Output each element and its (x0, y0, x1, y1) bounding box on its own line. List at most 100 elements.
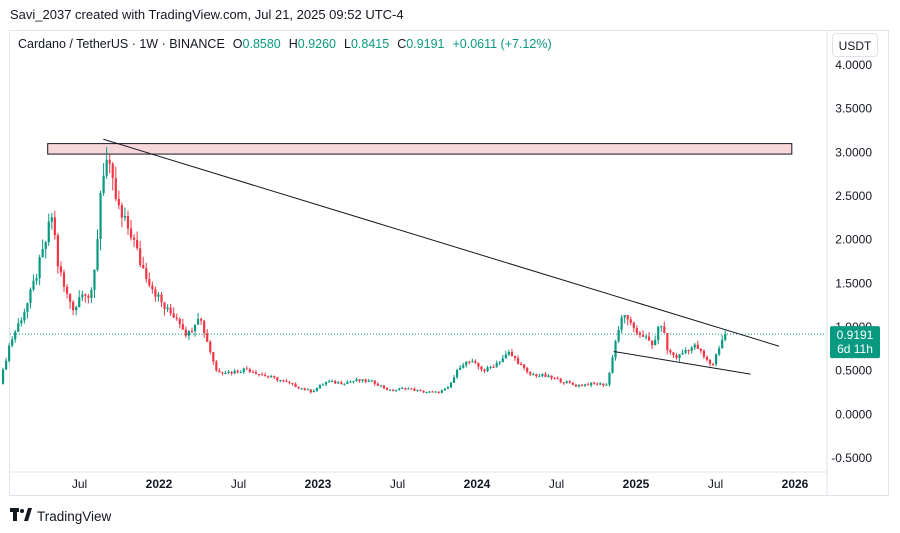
candle-body (175, 317, 178, 320)
x-tick-label: 2022 (146, 477, 173, 491)
candle-body (4, 360, 8, 370)
candle-body (699, 348, 702, 351)
candle-body (193, 324, 197, 331)
y-tick-label: 3.5000 (835, 102, 872, 116)
candle-body (349, 381, 352, 383)
candle-body (300, 388, 303, 390)
candle-body (714, 354, 718, 365)
candle-body (236, 370, 239, 373)
candle-body (230, 371, 233, 374)
candle-body (59, 266, 63, 273)
brand-label: TradingView (37, 508, 112, 524)
candle-body (309, 389, 312, 393)
tradingview-brand[interactable]: TradingView (10, 508, 111, 524)
candle-body (516, 357, 520, 364)
candle-body (425, 392, 428, 394)
candle-body (160, 294, 163, 303)
chart-frame (9, 30, 889, 496)
candle-body (644, 336, 648, 338)
candle-body (306, 389, 309, 391)
x-tick-label: Jul (708, 477, 723, 491)
candle-body (675, 355, 678, 359)
candle-body (78, 297, 81, 308)
candle-body (72, 301, 75, 311)
candle-body (129, 228, 133, 238)
candle-body (254, 372, 258, 375)
symbol-label: Cardano / TetherUS · 1W · BINANCE (18, 37, 225, 51)
candle-body (388, 389, 392, 391)
candle-body (523, 364, 526, 368)
candle-body (443, 388, 446, 391)
candle-body (96, 238, 99, 270)
y-tick-label: 4.0000 (835, 58, 872, 72)
candle-body (379, 385, 383, 387)
x-tick-label: Jul (549, 477, 564, 491)
candle-body (200, 319, 203, 321)
candle-body (413, 388, 416, 391)
candle-body (328, 381, 331, 383)
candle-body (14, 331, 17, 340)
candle-body (318, 385, 322, 389)
candle-body (44, 242, 47, 250)
candle-body (547, 375, 550, 377)
candle-body (99, 193, 102, 239)
candle-body (437, 391, 440, 393)
candle-body (50, 217, 53, 222)
last-price-value: 0.9191 (837, 328, 874, 342)
candle-body (8, 345, 11, 361)
candle-body (556, 378, 559, 380)
candle-body (434, 391, 437, 393)
candle-body (519, 363, 523, 365)
candle-body (510, 351, 514, 357)
candle-body (705, 356, 709, 360)
candle-body (593, 382, 596, 384)
candle-body (568, 381, 571, 384)
y-tick-label: 3.0000 (835, 145, 872, 159)
candle-body (139, 248, 142, 265)
candle-body (660, 326, 663, 328)
candle-body (260, 374, 264, 376)
candle-body (367, 380, 370, 382)
candle-body (681, 352, 684, 355)
candle-body (93, 269, 96, 290)
candle-body (504, 354, 507, 359)
candle-body (224, 372, 227, 374)
change-value: +0.0611 (+7.12%) (452, 37, 552, 51)
candle-body (532, 374, 535, 376)
candle-body (242, 368, 245, 372)
candle-body (382, 385, 386, 389)
candle-body (614, 341, 617, 358)
candle-body (370, 380, 373, 382)
y-tick-label: 0.0000 (835, 407, 872, 421)
candle-body (541, 374, 544, 376)
candle-body (123, 215, 127, 218)
candle-body (166, 307, 169, 310)
candle-body (68, 293, 72, 302)
candle-body (632, 322, 635, 329)
candle-body (181, 324, 184, 330)
candle-body (291, 383, 294, 385)
currency-button[interactable]: USDT (832, 33, 878, 57)
candle-body (721, 339, 724, 349)
candle-body (169, 307, 172, 314)
candle-body (257, 374, 261, 376)
high-label: H (288, 37, 298, 51)
candle-body (672, 352, 675, 356)
candle-body (376, 383, 379, 386)
candle-body (294, 383, 297, 387)
candle-body (553, 378, 556, 380)
high-value: 0.9260 (297, 37, 337, 51)
candle-body (264, 374, 267, 377)
candle-body (303, 388, 306, 390)
candle-body (126, 215, 130, 229)
candle-body (635, 328, 638, 334)
candle-body (620, 317, 623, 330)
candle-body (410, 388, 413, 390)
candle-body (641, 334, 645, 337)
candle-body (142, 264, 145, 269)
candle-body (41, 249, 44, 258)
candle-body (75, 307, 78, 311)
candle-body (577, 384, 581, 387)
candle-body (358, 379, 361, 381)
